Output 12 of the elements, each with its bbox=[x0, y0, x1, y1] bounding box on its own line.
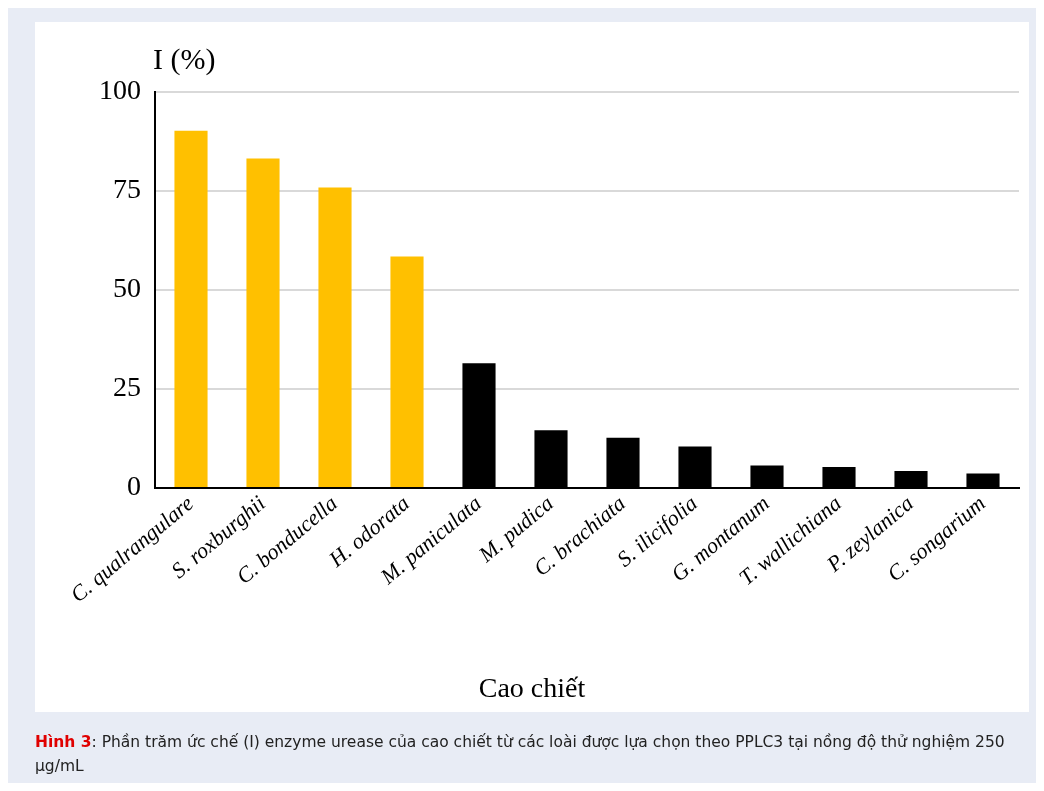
y-tick-label: 25 bbox=[113, 371, 141, 403]
y-tick-label: 75 bbox=[113, 173, 141, 205]
x-axis-title: Cao chiết bbox=[477, 672, 587, 704]
y-tick-label: 100 bbox=[99, 74, 141, 106]
bar bbox=[390, 256, 424, 488]
text: Hình 3: Phần trăm ức chế (I) enzyme urease của cao chiết từ các loài được lựa chọn theo PPLC3 tại nồng độ thử nghiệm 250 µg/mL bbox=[35, 732, 1006, 777]
bar bbox=[318, 187, 352, 488]
y-tick-label: 0 bbox=[127, 470, 141, 502]
bar bbox=[174, 130, 208, 488]
bar bbox=[246, 158, 280, 488]
y-tick-label: 50 bbox=[113, 272, 141, 304]
y-axis-title: I (%) bbox=[153, 42, 216, 76]
